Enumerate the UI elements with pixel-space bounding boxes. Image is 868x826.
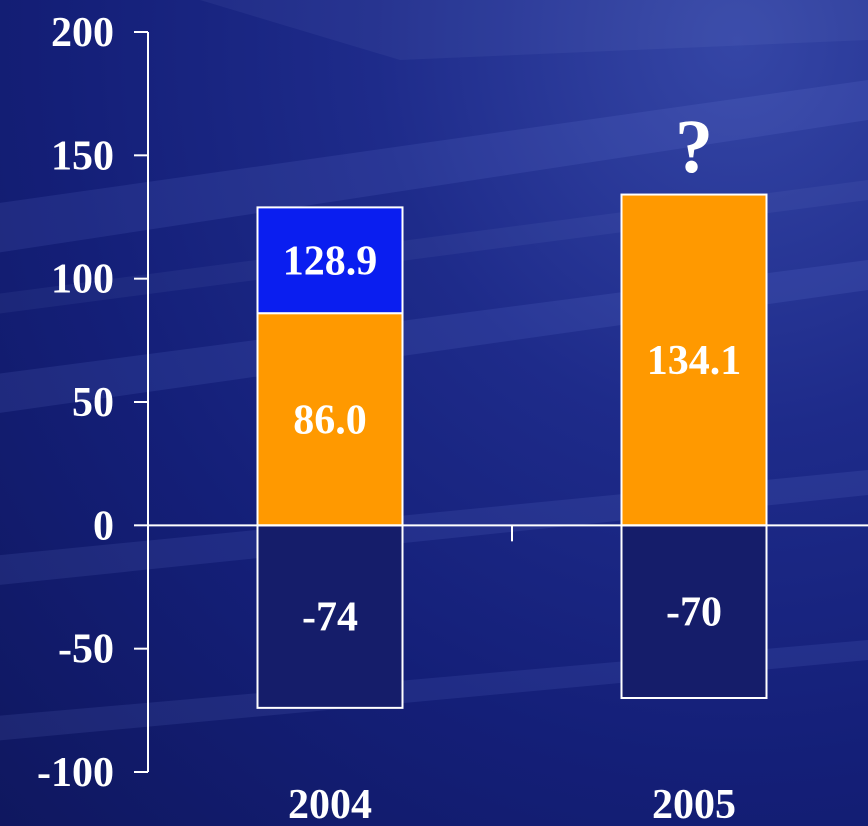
data-label-orange-2005: 134.1 <box>647 338 742 384</box>
y-tick-label: 50 <box>72 380 114 426</box>
data-label-negative-2005: -70 <box>666 590 722 636</box>
annotation-question-mark: ? <box>675 105 713 189</box>
y-tick-label: -50 <box>58 627 114 673</box>
y-axis-ticks: -100 -50 0 50 100 150 200 <box>37 10 148 796</box>
y-tick-label: 0 <box>93 503 114 549</box>
x-axis-category-labels: 2004 2005 <box>288 782 736 826</box>
x-category-label-2005: 2005 <box>652 782 736 826</box>
annotations-layer: ? <box>675 105 713 189</box>
x-category-label-2004: 2004 <box>288 782 372 826</box>
data-label-orange-2004: 86.0 <box>293 397 367 443</box>
y-tick-label: 200 <box>51 10 114 56</box>
data-label-blue-2004: 128.9 <box>283 238 378 284</box>
y-tick-label: 100 <box>51 257 114 303</box>
y-tick-label: 150 <box>51 133 114 179</box>
y-tick-label: -100 <box>37 750 114 796</box>
data-label-negative-2004: -74 <box>302 595 358 641</box>
